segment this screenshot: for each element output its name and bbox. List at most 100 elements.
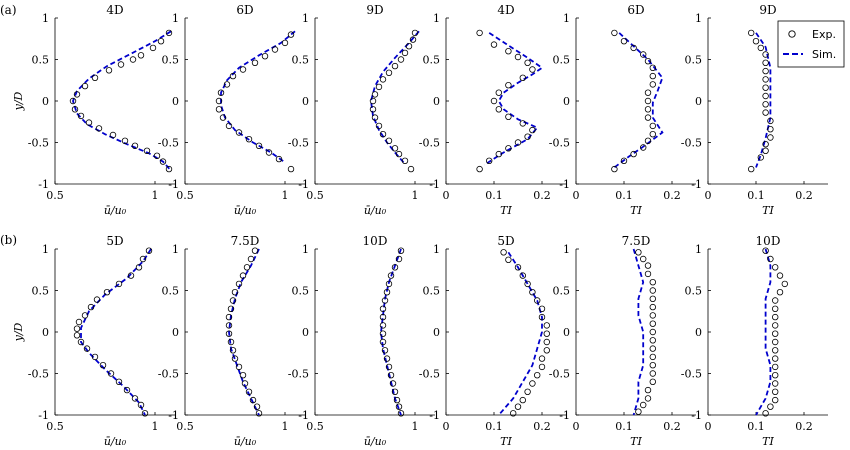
y-axis-label-row-b: y/D: [12, 322, 25, 342]
panel-4-ytick-label-1: -0.5: [419, 137, 440, 150]
panel-8-exp-point-0: [251, 247, 259, 254]
panel-2-ytick-label-2: 0: [172, 95, 179, 108]
panel-1-exp-point-21: [165, 165, 173, 173]
panel-7-exp-point-9: [75, 318, 83, 326]
panel-8-xtick-label-0: 0.5: [176, 420, 194, 433]
panel-12-exp-point-3: [776, 272, 784, 279]
panel-4-ytick-label-2: 0: [433, 95, 440, 108]
panel-12-exp-point-6: [772, 297, 779, 304]
panel-3-exp-point-2: [405, 43, 413, 50]
panel-1-ytick-label-3: 0.5: [32, 54, 50, 67]
panel-1-exp-point-2: [149, 44, 157, 52]
panel-7-xtick-label-1: 1: [152, 420, 159, 433]
panel-10-exp-point-12: [543, 347, 550, 354]
panel-9-exp-point-20: [397, 410, 405, 417]
panel-2-exp-point-4: [251, 59, 259, 66]
panel-10-exp-point-18: [519, 396, 526, 404]
panel-5-exp-point-1: [620, 38, 628, 45]
panel-8-exp-point-13: [231, 355, 239, 362]
panel-6-exp-point-10: [762, 109, 769, 116]
panel-9-exp-point-14: [385, 363, 393, 371]
panel-12-exp-point-12: [772, 347, 779, 354]
panel-7-exp-point-15: [99, 362, 107, 369]
panel-6-exp-point-14: [762, 140, 769, 148]
panel-1-exp-point-10: [69, 97, 77, 105]
panel-1-exp-point-4: [129, 56, 137, 63]
panel-8-exp-point-19: [253, 403, 261, 410]
panel-11-xtick-label-1: 0.1: [615, 420, 633, 433]
panel-11-ytick-label-2: 0: [563, 326, 570, 339]
panel-5-xtick-label-0: 0: [573, 189, 580, 202]
panel-12-exp-point-8: [772, 313, 779, 321]
panel-1-exp-point-8: [81, 82, 89, 90]
panel-4-exp-point-3: [514, 53, 522, 61]
panel-7-exp-point-21: [141, 410, 149, 417]
panel-1-exp-point-5: [117, 61, 125, 68]
panel-9-sim-line: [380, 248, 402, 416]
panel-11-exp-point-17: [644, 386, 652, 394]
panel-6-exp-point-2: [757, 44, 764, 52]
panel-5-exp-point-11: [644, 114, 652, 121]
panel-12-ytick-label-1: -0.5: [681, 368, 702, 381]
panel-9-exp-point-3: [387, 272, 395, 279]
panel-3-exp-point-19: [407, 165, 415, 173]
panel-1-xtick-label-1: 1: [152, 189, 159, 202]
panel-2-exp-point-16: [265, 149, 273, 156]
panel-12-xtick-label-1: 0.1: [747, 420, 765, 433]
panel-7-exp-point-12: [77, 338, 85, 346]
panel-6-exp-point-8: [762, 92, 769, 100]
panel-5-exp-point-4: [644, 58, 652, 65]
panel-9-ytick-label-3: 0.5: [292, 285, 310, 298]
panel-9-exp-point-10: [379, 330, 387, 337]
panel-7-ytick-label-2: 0: [42, 326, 49, 339]
panel-8-ytick-label-1: -0.5: [158, 368, 179, 381]
panel-1-exp-point-7: [91, 74, 99, 81]
panel-11-exp-point-14: [649, 362, 656, 369]
legend-box: [777, 20, 845, 68]
panel-6-xtick-label-2: 0.2: [795, 189, 813, 202]
panel-12-ytick-label-0: -1: [691, 409, 702, 422]
panel-2: -1 -0.5 0 0.5 1 0.5 1 6D ū/u₀: [158, 3, 305, 217]
panel-11-exp-point-3: [644, 270, 652, 278]
panel-8-sim-line: [228, 248, 260, 416]
legend-sim-label: Sim.: [812, 48, 836, 61]
panel-5-exp-point-17: [620, 157, 628, 164]
panel-8-exp-point-14: [235, 363, 243, 371]
panel-12-title: 10D: [756, 234, 781, 248]
panel-12-exp-point-19: [767, 403, 774, 410]
panel-7-exp-point-13: [83, 345, 91, 352]
panel-7-exp-point-2: [135, 264, 143, 271]
panel-6-exp-point-3: [762, 51, 769, 58]
panel-2-x-axis-label: ū/u₀: [234, 204, 257, 217]
panel-4-exp-point-9: [490, 97, 498, 105]
panel-4-exp-point-0: [476, 29, 483, 37]
panel-7-exp-point-20: [137, 401, 145, 409]
panel-7-x-axis-label: ū/u₀: [104, 435, 127, 448]
panel-1-title: 4D: [106, 3, 123, 17]
panel-5-exp-point-5: [649, 64, 656, 71]
panel-2-exp-point-2: [271, 46, 279, 53]
panel-8-title: 7.5D: [231, 234, 260, 248]
panel-5-exp-point-2: [630, 44, 637, 52]
panel-4-exp-point-19: [476, 165, 483, 173]
panel-10-exp-point-1: [505, 256, 512, 263]
panel-3-ytick-label-1: -0.5: [288, 137, 309, 150]
panel-8-exp-point-15: [239, 372, 247, 379]
panel-5-ytick-label-0: -1: [559, 178, 570, 191]
panel-9-exp-point-5: [383, 289, 391, 296]
panel-6-ytick-label-4: 1: [695, 12, 702, 25]
panel-3-exp-point-3: [401, 49, 409, 57]
panel-4-exp-point-15: [514, 139, 522, 146]
panel-3-exp-point-17: [395, 150, 403, 158]
panel-2-exp-point-9: [215, 97, 223, 105]
panel-6-exp-point-1: [752, 38, 760, 45]
panel-9-exp-point-8: [379, 313, 387, 321]
panel-12-exp-point-1: [767, 255, 774, 263]
panel-8-exp-point-18: [249, 396, 257, 404]
panel-7-exp-point-0: [145, 247, 153, 254]
panel-12-exp-point-5: [776, 289, 784, 296]
panel-9-exp-point-2: [391, 264, 399, 271]
panel-4-exp-point-6: [519, 74, 526, 81]
panel-11-exp-point-1: [640, 255, 647, 263]
panel-7-exp-point-10: [73, 325, 81, 332]
